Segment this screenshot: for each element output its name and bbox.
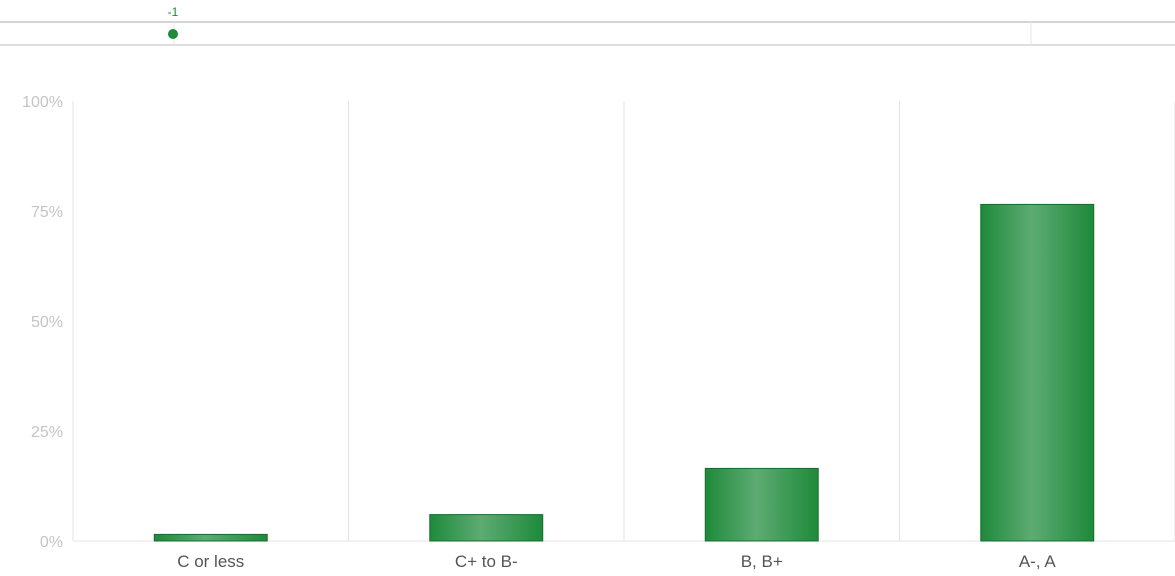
bar: [704, 467, 819, 542]
y-axis: 0% 25% 50% 75% 100%: [22, 94, 63, 551]
y-tick-label: 50%: [31, 314, 63, 331]
x-tick-label: A-, A: [1019, 552, 1057, 571]
bar: [429, 514, 544, 542]
x-tick-label: C or less: [177, 552, 244, 571]
range-slider[interactable]: -1: [0, 5, 1175, 46]
y-tick-label: 25%: [31, 424, 63, 441]
slider-handle[interactable]: [168, 29, 178, 39]
bar: [153, 533, 268, 542]
x-axis: C or less C+ to B- B, B+ A-, A: [177, 552, 1056, 571]
y-tick-label: 0%: [40, 534, 63, 551]
slider-marker-label: -1: [168, 5, 179, 19]
y-tick-label: 75%: [31, 204, 63, 221]
bars: [153, 203, 1095, 542]
bar: [980, 203, 1095, 542]
x-tick-label: B, B+: [741, 552, 783, 571]
y-tick-label: 100%: [22, 94, 63, 111]
x-tick-label: C+ to B-: [455, 552, 518, 571]
